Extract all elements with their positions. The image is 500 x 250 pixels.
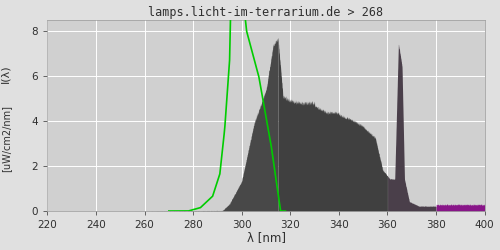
Title: lamps.licht-im-terrarium.de > 268: lamps.licht-im-terrarium.de > 268 <box>148 6 384 18</box>
Text: [uW/cm2/nm]: [uW/cm2/nm] <box>1 105 11 172</box>
X-axis label: λ [nm]: λ [nm] <box>246 232 286 244</box>
Text: I(λ): I(λ) <box>1 64 11 82</box>
